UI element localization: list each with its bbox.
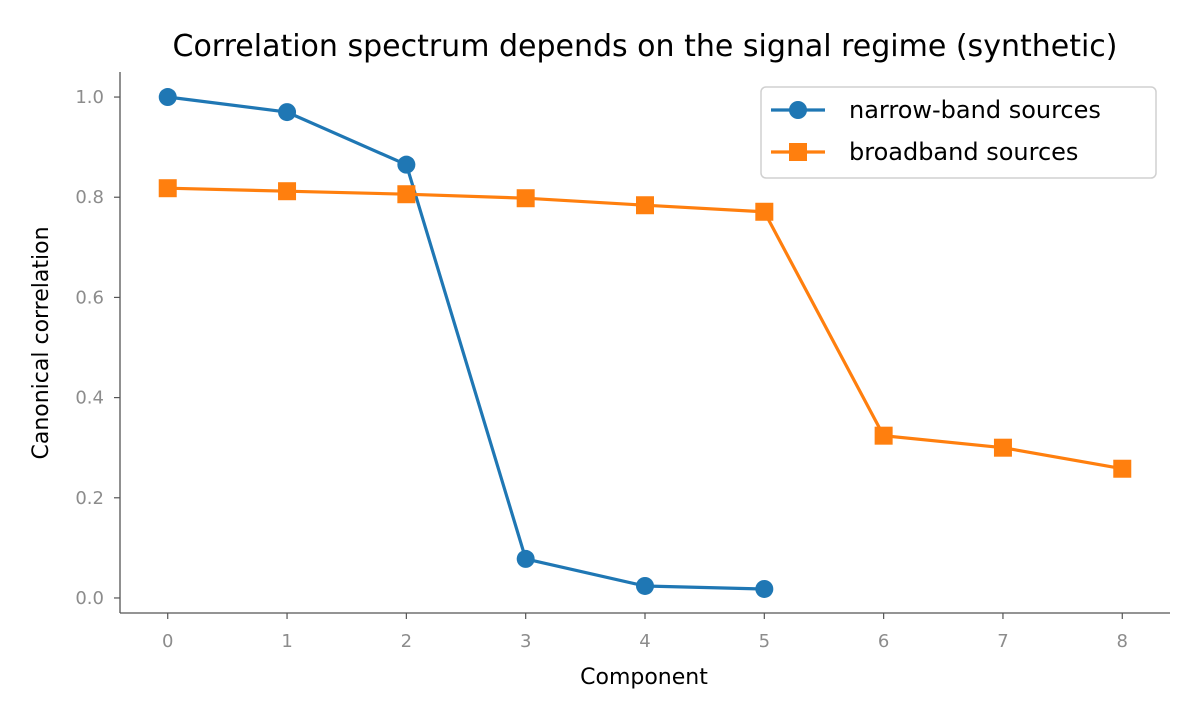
data-point bbox=[993, 438, 1012, 457]
legend-label: broadband sources bbox=[849, 138, 1078, 166]
series-line bbox=[167, 186, 1123, 471]
y-tick-label: 0.8 bbox=[75, 187, 104, 208]
data-point bbox=[397, 185, 416, 204]
x-tick-label: 8 bbox=[1117, 631, 1128, 652]
series-narrow-band bbox=[158, 88, 774, 598]
data-point bbox=[636, 196, 654, 215]
data-point bbox=[636, 576, 654, 595]
x-tick-label: 7 bbox=[997, 631, 1008, 652]
y-tick-label: 0.0 bbox=[75, 588, 104, 609]
legend-frame bbox=[760, 86, 1157, 179]
x-tick-label: 3 bbox=[520, 631, 531, 652]
chart-title: Correlation spectrum depends on the sign… bbox=[173, 29, 1118, 64]
data-point bbox=[755, 579, 774, 598]
series-line bbox=[167, 95, 765, 591]
data-point bbox=[278, 103, 297, 122]
legend-label: narrow-band sources bbox=[849, 96, 1101, 124]
data-point bbox=[158, 88, 177, 107]
y-tick-label: 1.0 bbox=[75, 87, 104, 108]
y-ticks: 0.0 0.2 0.4 0.6 0.8 1.0 bbox=[75, 87, 120, 609]
data-point bbox=[755, 202, 774, 221]
y-tick-label: 0.2 bbox=[75, 488, 104, 509]
x-tick-label: 5 bbox=[759, 631, 770, 652]
legend-marker bbox=[789, 101, 807, 119]
x-axis-label: Component bbox=[580, 665, 708, 690]
x-tick-label: 2 bbox=[401, 631, 412, 652]
data-point bbox=[516, 189, 535, 208]
series-broadband bbox=[158, 179, 1132, 478]
x-ticks: 0 1 2 3 4 5 6 7 8 bbox=[162, 613, 1128, 652]
data-point bbox=[278, 182, 297, 201]
series-layer bbox=[158, 88, 1132, 598]
axes: 0 1 2 3 4 5 6 7 8 0.0 0.2 0.4 0.6 0.8 1.0 bbox=[75, 72, 1170, 652]
data-point bbox=[874, 426, 893, 445]
y-axis-label: Canonical correlation bbox=[29, 226, 54, 459]
x-tick-label: 0 bbox=[162, 631, 173, 652]
x-tick-label: 4 bbox=[639, 631, 650, 652]
data-point bbox=[158, 179, 177, 198]
data-point bbox=[516, 549, 535, 568]
legend: narrow-band sources broadband sources bbox=[760, 86, 1157, 179]
legend-marker bbox=[789, 143, 807, 161]
legend-items: narrow-band sources broadband sources bbox=[771, 96, 1101, 166]
data-point bbox=[1113, 459, 1132, 478]
data-point bbox=[397, 155, 416, 174]
y-tick-label: 0.4 bbox=[75, 388, 104, 409]
y-tick-label: 0.6 bbox=[75, 287, 104, 308]
x-tick-label: 1 bbox=[281, 631, 292, 652]
x-tick-label: 6 bbox=[878, 631, 889, 652]
